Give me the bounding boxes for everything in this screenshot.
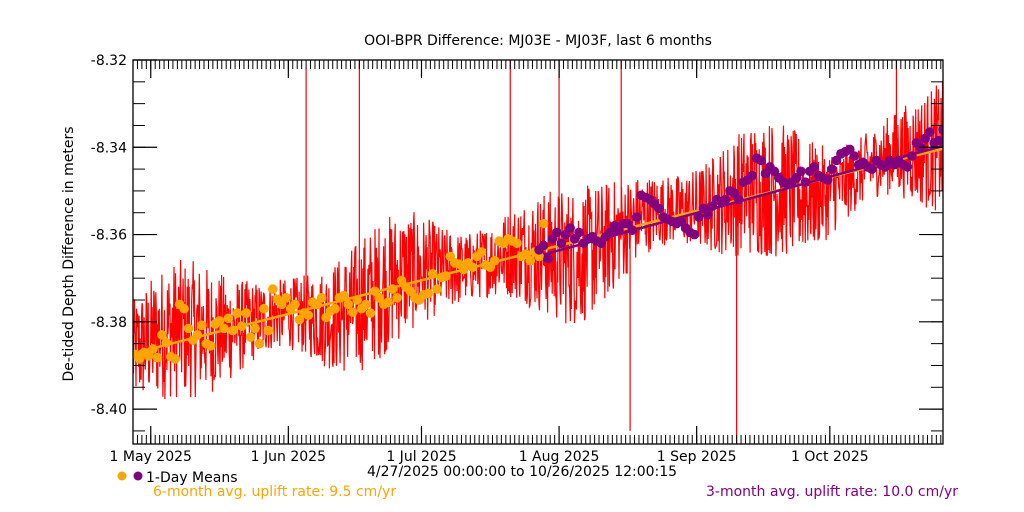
daily-mean-point-3mo bbox=[574, 227, 584, 238]
daily-mean-point-3mo bbox=[694, 212, 704, 222]
daily-mean-point-6mo bbox=[423, 288, 433, 299]
x-tick-label: 1 May 2025 bbox=[110, 449, 192, 465]
daily-mean-point-3mo bbox=[552, 227, 562, 238]
daily-mean-point-6mo bbox=[290, 299, 300, 310]
daily-mean-point-3mo bbox=[796, 166, 806, 177]
three-month-rate-annotation: 3-month avg. uplift rate: 10.0 cm/yr bbox=[706, 484, 958, 500]
y-tick-label: -8.32 bbox=[91, 53, 127, 69]
daily-mean-point-3mo bbox=[631, 212, 642, 222]
daily-mean-point-6mo bbox=[352, 295, 362, 305]
daily-mean-point-6mo bbox=[316, 293, 327, 303]
daily-mean-point-3mo bbox=[924, 127, 935, 137]
daily-mean-point-3mo bbox=[734, 194, 744, 205]
daily-mean-point-3mo bbox=[654, 203, 664, 214]
daily-mean-point-3mo bbox=[689, 229, 700, 240]
daily-mean-point-6mo bbox=[205, 341, 216, 351]
daily-mean-point-6mo bbox=[467, 262, 478, 273]
daily-mean-point-3mo bbox=[565, 223, 575, 233]
daily-mean-point-6mo bbox=[303, 310, 314, 321]
daily-mean-point-6mo bbox=[183, 323, 194, 334]
plot-area bbox=[133, 60, 943, 444]
daily-mean-point-6mo bbox=[343, 299, 354, 310]
daily-mean-point-6mo bbox=[330, 303, 340, 314]
y-tick-label: -8.34 bbox=[91, 140, 127, 156]
x-tick-label: 1 Jul 2025 bbox=[386, 449, 456, 465]
daily-mean-point-6mo bbox=[281, 293, 291, 303]
daily-mean-point-3mo bbox=[747, 170, 757, 181]
daily-mean-point-6mo bbox=[476, 247, 487, 257]
daily-mean-point-6mo bbox=[214, 316, 225, 326]
daily-mean-point-6mo bbox=[179, 303, 189, 314]
daily-mean-point-6mo bbox=[387, 284, 398, 294]
daily-mean-point-3mo bbox=[809, 162, 820, 172]
daily-mean-point-6mo bbox=[432, 284, 442, 294]
daily-mean-point-6mo bbox=[512, 238, 522, 249]
daily-mean-point-3mo bbox=[720, 194, 731, 205]
daily-mean-point-6mo bbox=[392, 293, 402, 303]
daily-mean-point-6mo bbox=[339, 290, 349, 301]
daily-mean-point-3mo bbox=[627, 225, 638, 235]
daily-mean-point-3mo bbox=[756, 155, 766, 166]
daily-mean-point-6mo bbox=[441, 271, 451, 281]
legend-marker-orange bbox=[117, 471, 127, 481]
plot-frame bbox=[132, 59, 944, 445]
daily-mean-point-6mo bbox=[427, 269, 438, 279]
daily-mean-point-3mo bbox=[907, 151, 917, 161]
daily-mean-point-6mo bbox=[361, 299, 371, 310]
date-range-text: 4/27/2025 00:00:00 to 10/26/2025 12:00:1… bbox=[367, 464, 677, 480]
daily-mean-point-3mo bbox=[822, 175, 833, 185]
chart-title: OOI-BPR Difference: MJ03E - MJ03F, last … bbox=[364, 33, 712, 49]
raw-data-line bbox=[133, 80, 943, 400]
daily-mean-point-6mo bbox=[259, 303, 269, 314]
y-axis-label: De-tided Depth Difference in meters bbox=[61, 127, 77, 382]
six-month-rate-annotation: 6-month avg. uplift rate: 9.5 cm/yr bbox=[153, 484, 396, 500]
daily-mean-point-6mo bbox=[152, 352, 163, 363]
daily-mean-point-6mo bbox=[268, 284, 278, 294]
daily-mean-point-3mo bbox=[702, 210, 713, 220]
daily-mean-point-6mo bbox=[161, 337, 172, 348]
daily-mean-point-3mo bbox=[849, 151, 860, 161]
daily-mean-point-6mo bbox=[383, 297, 394, 307]
daily-mean-point-6mo bbox=[143, 351, 154, 361]
daily-mean-point-6mo bbox=[241, 308, 251, 318]
daily-mean-point-3mo bbox=[933, 135, 943, 146]
daily-mean-point-3mo bbox=[902, 162, 913, 172]
daily-mean-point-3mo bbox=[543, 253, 553, 264]
daily-mean-point-6mo bbox=[170, 354, 180, 364]
daily-mean-point-6mo bbox=[148, 344, 158, 354]
daily-mean-point-6mo bbox=[192, 330, 203, 340]
daily-mean-point-6mo bbox=[250, 323, 260, 334]
daily-mean-point-6mo bbox=[196, 320, 207, 331]
x-tick-label: 1 Jun 2025 bbox=[251, 449, 326, 465]
x-tick-label: 1 Oct 2025 bbox=[791, 449, 869, 465]
daily-mean-point-6mo bbox=[219, 323, 229, 334]
legend-marker-purple bbox=[133, 471, 143, 481]
daily-mean-point-3mo bbox=[867, 164, 877, 174]
daily-mean-point-6mo bbox=[538, 218, 549, 229]
daily-mean-point-3mo bbox=[538, 240, 549, 251]
x-tick-label: 1 Sep 2025 bbox=[657, 449, 737, 465]
daily-mean-point-6mo bbox=[263, 325, 274, 336]
y-tick-label: -8.40 bbox=[91, 402, 127, 418]
daily-mean-point-3mo bbox=[938, 125, 943, 135]
y-tick-label: -8.38 bbox=[91, 315, 127, 331]
daily-mean-point-6mo bbox=[245, 332, 256, 342]
daily-mean-point-6mo bbox=[525, 255, 536, 266]
daily-mean-point-6mo bbox=[489, 255, 500, 266]
daily-mean-point-6mo bbox=[365, 308, 376, 318]
x-tick-label: 1 Aug 2025 bbox=[519, 449, 600, 465]
daily-mean-point-6mo bbox=[157, 330, 167, 340]
y-tick-label: -8.36 bbox=[91, 228, 127, 244]
daily-mean-point-6mo bbox=[232, 308, 243, 318]
legend-label: 1-Day Means bbox=[146, 470, 238, 486]
daily-mean-point-3mo bbox=[556, 238, 567, 249]
daily-mean-point-3mo bbox=[827, 164, 837, 174]
daily-mean-point-3mo bbox=[800, 177, 811, 187]
daily-mean-point-6mo bbox=[236, 321, 247, 331]
daily-mean-point-6mo bbox=[347, 307, 358, 318]
daily-mean-point-6mo bbox=[228, 325, 238, 336]
daily-mean-point-6mo bbox=[223, 313, 234, 324]
daily-mean-point-6mo bbox=[254, 338, 265, 349]
